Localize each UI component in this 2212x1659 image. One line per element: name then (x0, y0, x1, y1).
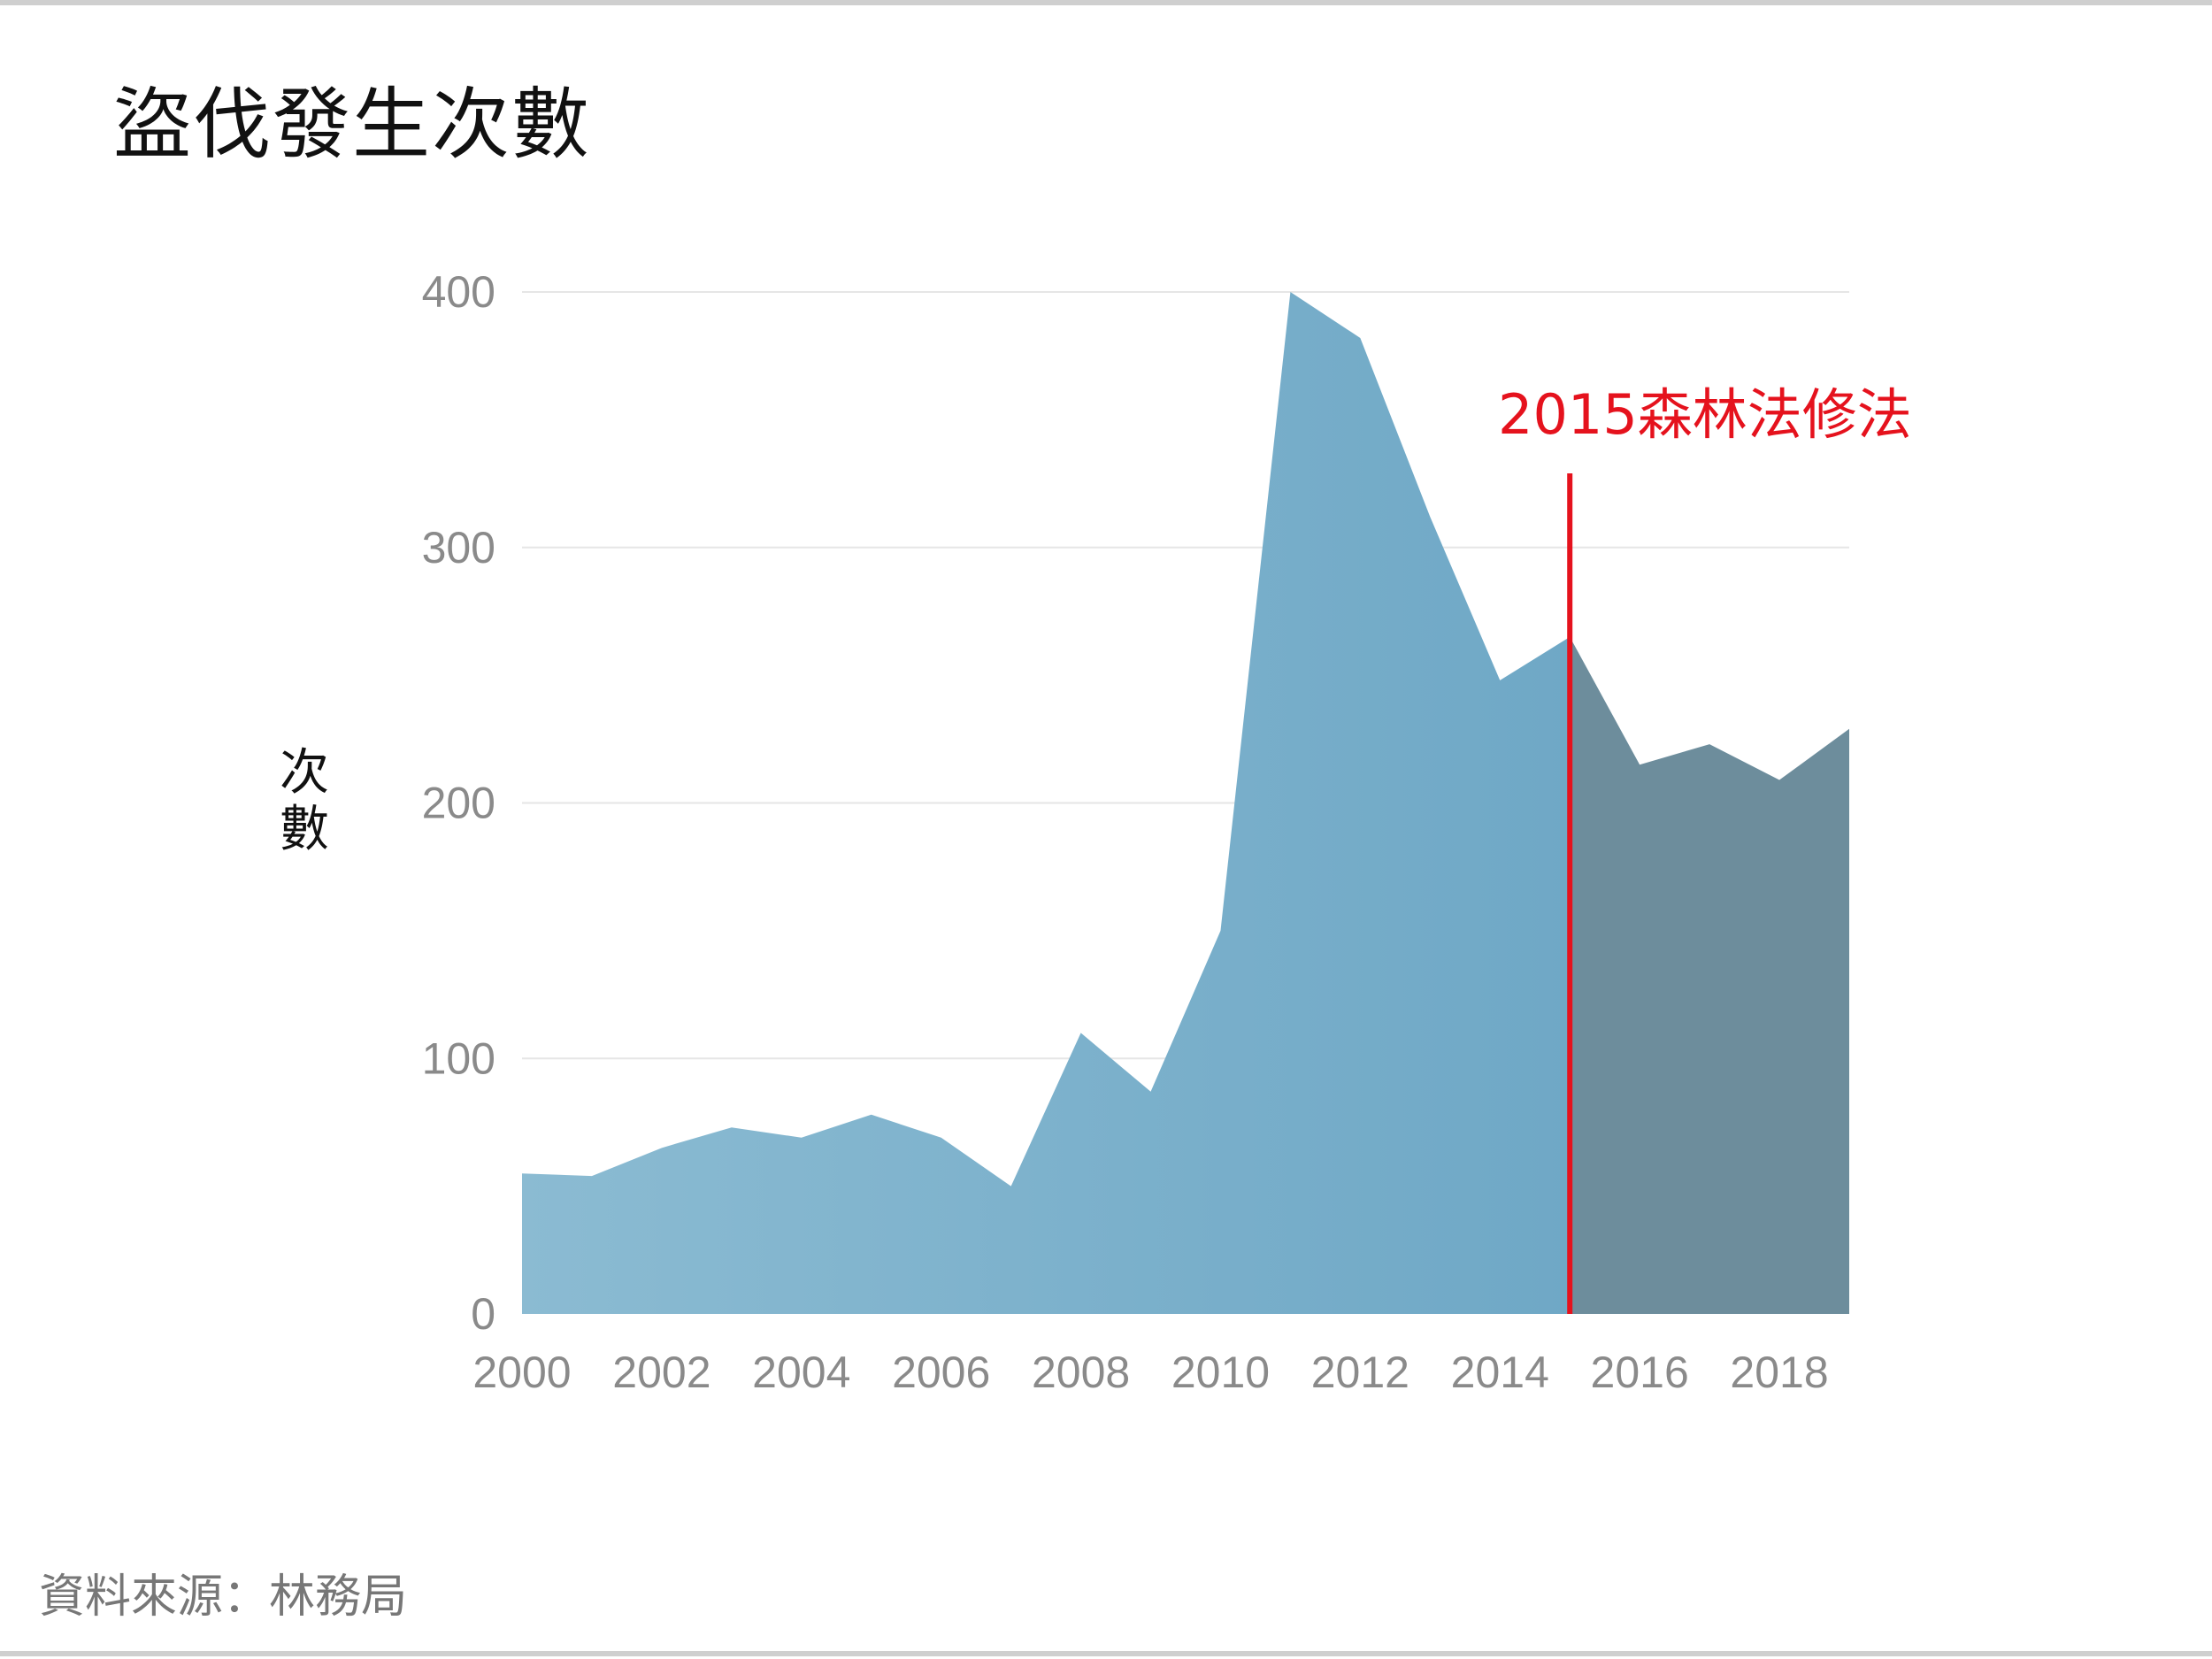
bottom-rule (0, 1651, 2212, 1656)
x-tick-2012: 2012 (1311, 1348, 1409, 1397)
x-tick-2018: 2018 (1730, 1348, 1828, 1397)
x-tick-2002: 2002 (612, 1348, 710, 1397)
x-tick-2004: 2004 (752, 1348, 850, 1397)
y-tick-100: 100 (422, 1033, 495, 1083)
x-tick-2006: 2006 (892, 1348, 990, 1397)
annotation-group: 2015森林法修法 (1498, 382, 1912, 1314)
y-tick-0: 0 (471, 1289, 495, 1339)
y-tick-400: 400 (422, 267, 495, 317)
area-before-2015 (522, 292, 1571, 1314)
y-tick-labels: 0 100 200 300 400 (422, 267, 495, 1339)
y-tick-300: 300 (422, 523, 495, 572)
source-note: 資料來源：林務局 (39, 1571, 408, 1624)
y-tick-200: 200 (422, 779, 495, 828)
x-tick-2016: 2016 (1591, 1348, 1689, 1397)
x-tick-2014: 2014 (1451, 1348, 1549, 1397)
x-tick-2008: 2008 (1032, 1348, 1130, 1397)
annotation-label: 2015森林法修法 (1498, 382, 1912, 447)
x-tick-2010: 2010 (1171, 1348, 1270, 1397)
x-tick-2000: 2000 (472, 1348, 571, 1397)
top-rule (0, 0, 2212, 5)
y-axis-label: 次數 (280, 744, 329, 858)
chart-title: 盜伐發生次數 (113, 79, 592, 170)
area-series (522, 292, 1849, 1314)
x-tick-labels: 2000 2002 2004 2006 2008 2010 2012 2014 2016 2018 (472, 1348, 1828, 1397)
area-after-2015 (1570, 636, 1849, 1314)
